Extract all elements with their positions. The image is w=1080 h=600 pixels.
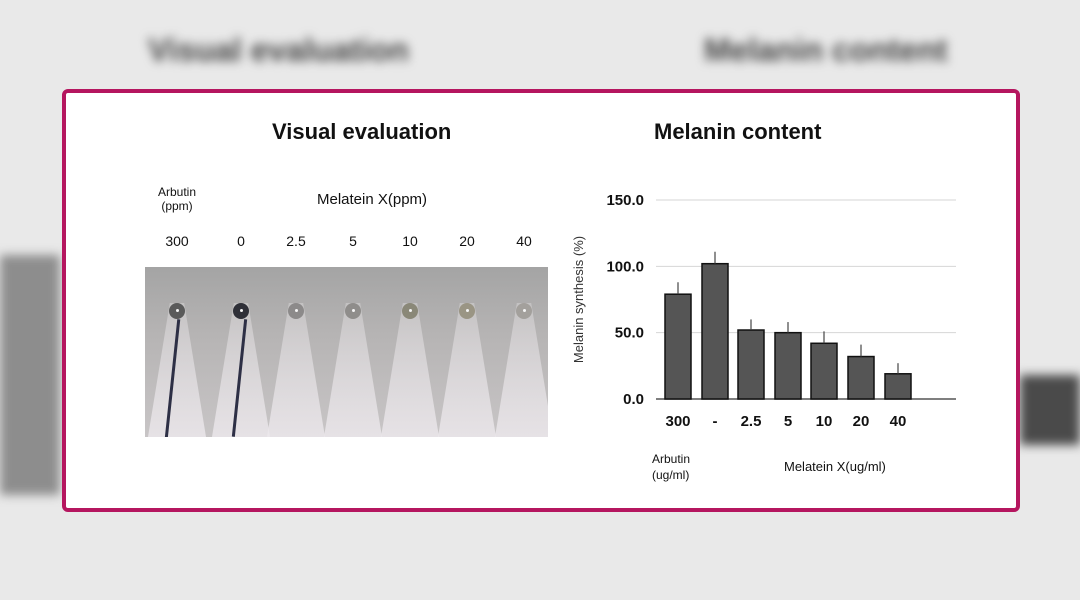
pellet	[516, 303, 532, 319]
background-title-right: Melanin content	[704, 32, 948, 68]
concentration-label: 5	[349, 233, 357, 249]
x-tick-label: 300	[665, 413, 690, 430]
pellet	[288, 303, 304, 319]
arbutin-ugml-label: Arbutin (ug/ml)	[652, 452, 691, 482]
x-tick-label: 2.5	[741, 413, 762, 430]
y-tick-label: 150.0	[606, 192, 644, 209]
bar	[810, 342, 838, 400]
x-tick-label: 10	[816, 413, 833, 430]
bar	[847, 355, 875, 400]
background-photo-edge	[0, 255, 60, 495]
melanin-bar-chart: 0.0 50.0 100.0 150.0 Melanin synthesis (%) 30…	[571, 192, 956, 430]
pellet	[345, 303, 361, 319]
x-tick-label: 5	[784, 413, 792, 430]
y-tick-label: 100.0	[606, 258, 644, 275]
bar	[774, 331, 802, 400]
background-title-left: Visual evaluation	[148, 32, 409, 68]
pellet	[233, 303, 249, 319]
y-axis-label: Melanin synthesis (%)	[571, 236, 586, 363]
bar	[737, 329, 765, 400]
concentration-label: 0	[237, 233, 245, 249]
arbutin-ppm-label: Arbutin (ppm)	[157, 185, 197, 213]
bar	[884, 373, 912, 400]
melatein-ppm-label: Melatein X(ppm)	[317, 191, 428, 208]
y-tick-label: 0.0	[623, 391, 644, 408]
pellet	[169, 303, 185, 319]
x-tick-label: 20	[853, 413, 870, 430]
bar	[701, 262, 729, 400]
bar	[664, 293, 692, 400]
concentration-label: 300	[165, 233, 189, 249]
y-tick-label: 50.0	[615, 325, 644, 342]
pellet	[459, 303, 475, 319]
pellet	[402, 303, 418, 319]
figure-card: Visual evaluation Arbutin (ppm) Melatein…	[62, 89, 1020, 512]
concentration-label: 2.5	[286, 233, 306, 249]
melanin-content-title: Melanin content	[654, 119, 822, 144]
background-bar-edge	[1020, 375, 1080, 445]
x-tick-label: -	[713, 413, 718, 430]
concentration-label: 40	[516, 233, 532, 249]
melatein-ugml-label: Melatein X(ug/ml)	[784, 459, 886, 474]
concentration-label: 10	[402, 233, 418, 249]
visual-evaluation-title: Visual evaluation	[272, 119, 452, 144]
x-tick-label: 40	[890, 413, 907, 430]
tube-photo	[145, 267, 548, 437]
concentration-label: 20	[459, 233, 475, 249]
